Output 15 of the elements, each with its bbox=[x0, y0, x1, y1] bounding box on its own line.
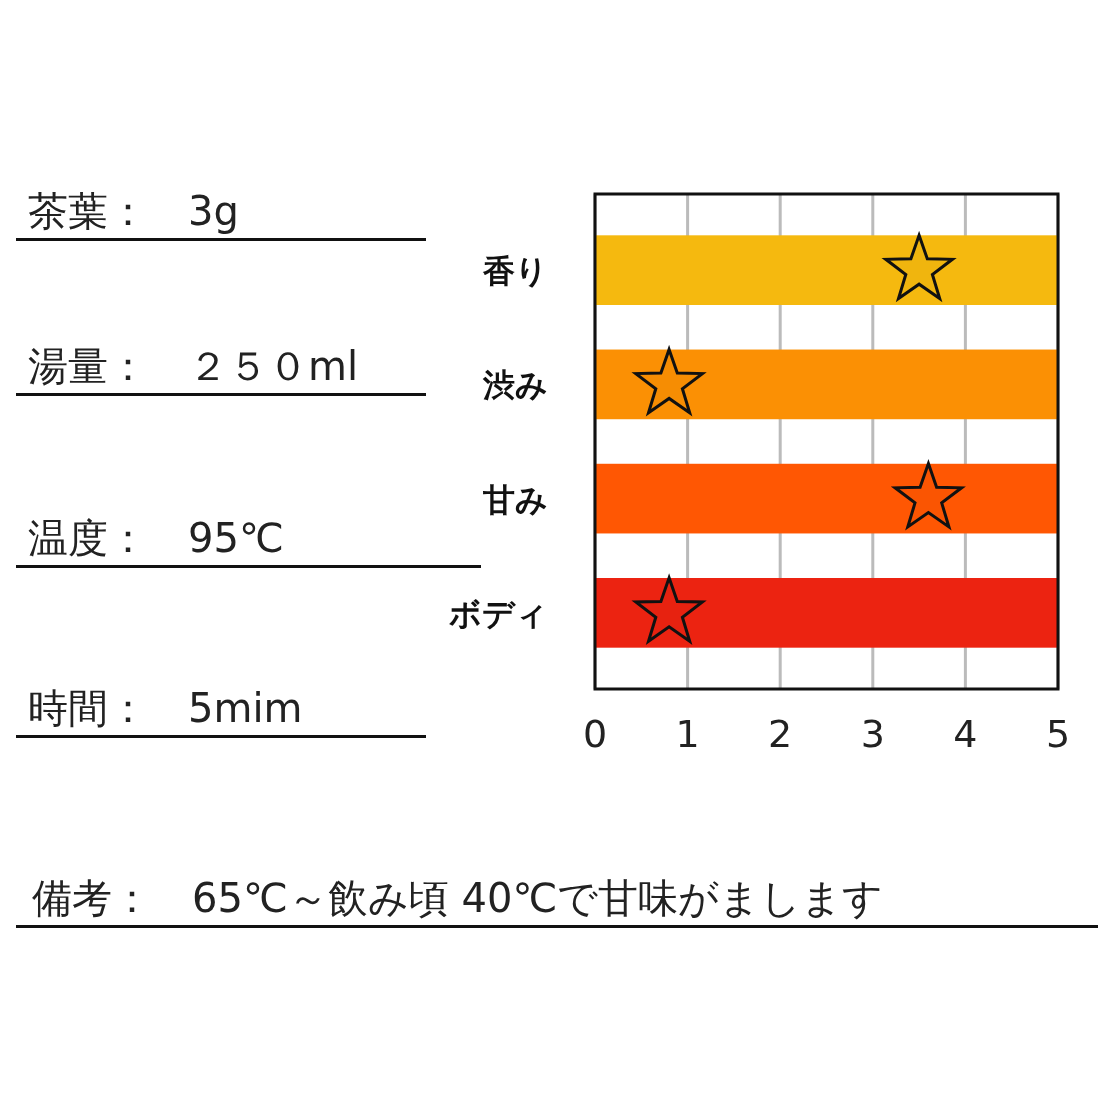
x-tick-label: 0 bbox=[582, 712, 608, 756]
x-tick-label: 2 bbox=[768, 712, 793, 756]
x-tick-label: 5 bbox=[1045, 712, 1071, 756]
x-tick-label: 4 bbox=[953, 712, 978, 756]
text: 湯量： ２５０ml bbox=[28, 343, 359, 389]
text: 温度： 95℃ bbox=[28, 515, 284, 561]
y-tick-label: 渋み bbox=[482, 366, 548, 405]
text: 備考： 65℃～飲み頃 40℃で甘味がまします bbox=[32, 875, 884, 921]
y-tick-label: ボディ bbox=[449, 594, 548, 633]
y-tick-label: 甘み bbox=[482, 480, 548, 519]
x-tick-label: 3 bbox=[860, 712, 885, 756]
text: 時間： 5mim bbox=[28, 685, 303, 731]
text: 茶葉： 3g bbox=[28, 188, 239, 234]
x-tick-label: 1 bbox=[675, 712, 700, 756]
y-tick-label: 香り bbox=[482, 252, 548, 291]
